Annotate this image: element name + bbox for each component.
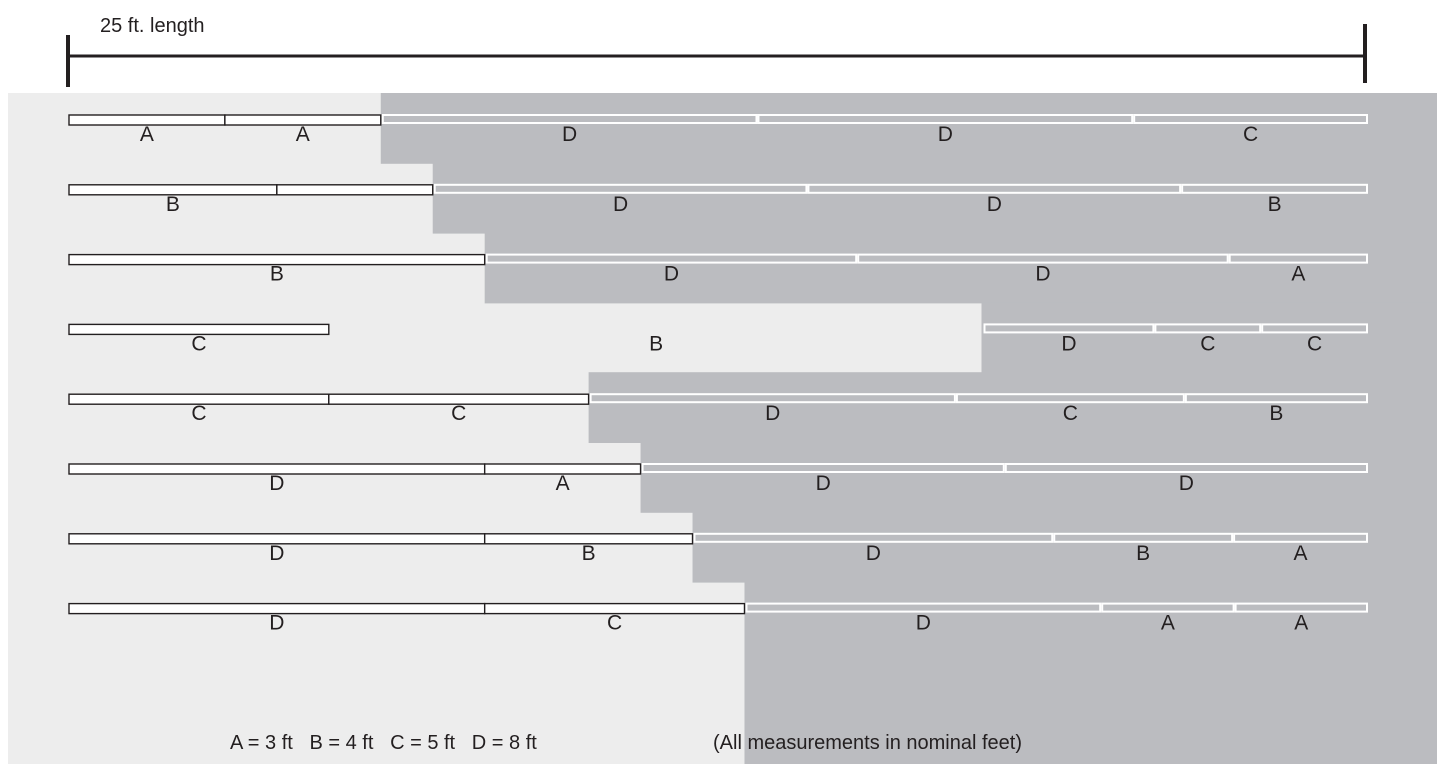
remainder-piece-label: D <box>987 193 1002 216</box>
board-piece-label: C <box>191 332 206 355</box>
remainder-background <box>589 372 1437 443</box>
remainder-piece-label: C <box>1200 332 1215 355</box>
remainder-piece-label: D <box>816 472 831 495</box>
length-label: 25 ft. length <box>100 15 205 37</box>
remainder-piece-label: C <box>1307 332 1322 355</box>
remainder-background <box>381 93 1437 164</box>
remainder-piece-label: B <box>1268 193 1282 216</box>
board-piece-label: C <box>607 612 622 635</box>
board-piece-label: D <box>269 472 284 495</box>
board-piece-label: A <box>140 123 154 146</box>
board-piece-label: B <box>582 542 596 565</box>
remainder-piece-label: A <box>1161 612 1175 635</box>
remainder-piece-label: D <box>1179 472 1194 495</box>
board-piece-label: B <box>649 332 663 355</box>
remainder-piece-label: D <box>613 193 628 216</box>
remainder-piece-label: B <box>1269 402 1283 425</box>
remainder-piece-label: D <box>916 612 931 635</box>
remainder-background <box>693 512 1437 583</box>
board-piece-label: C <box>451 402 466 425</box>
board-piece-label: B <box>166 193 180 216</box>
remainder-background <box>641 442 1437 513</box>
board-piece-label: A <box>556 472 570 495</box>
legend-note: (All measurements in nominal feet) <box>713 732 1022 754</box>
remainder-piece-label: C <box>1063 402 1078 425</box>
remainder-piece-label: D <box>866 542 881 565</box>
remainder-piece-label: A <box>1294 612 1308 635</box>
remainder-piece-label: A <box>1294 542 1308 565</box>
remainder-piece-label: D <box>938 123 953 146</box>
legend-key: A = 3 ft B = 4 ft C = 5 ft D = 8 ft <box>230 732 537 754</box>
board-piece-label: A <box>296 123 310 146</box>
remainder-piece-label: D <box>765 402 780 425</box>
board-piece-label: B <box>270 263 284 286</box>
remainder-piece-label: C <box>1243 123 1258 146</box>
remainder-piece-label: B <box>1136 542 1150 565</box>
remainder-piece-label: D <box>664 263 679 286</box>
board-piece-label: C <box>191 402 206 425</box>
remainder-piece-label: A <box>1291 263 1305 286</box>
remainder-piece-label: D <box>1061 332 1076 355</box>
remainder-background <box>433 163 1437 234</box>
board-piece-label: D <box>269 612 284 635</box>
remainder-piece-label: D <box>562 123 577 146</box>
board-piece <box>277 185 433 195</box>
remainder-piece-label: D <box>1035 263 1050 286</box>
length-dimension: 25 ft. length <box>68 15 1365 87</box>
board-piece-label: D <box>269 542 284 565</box>
